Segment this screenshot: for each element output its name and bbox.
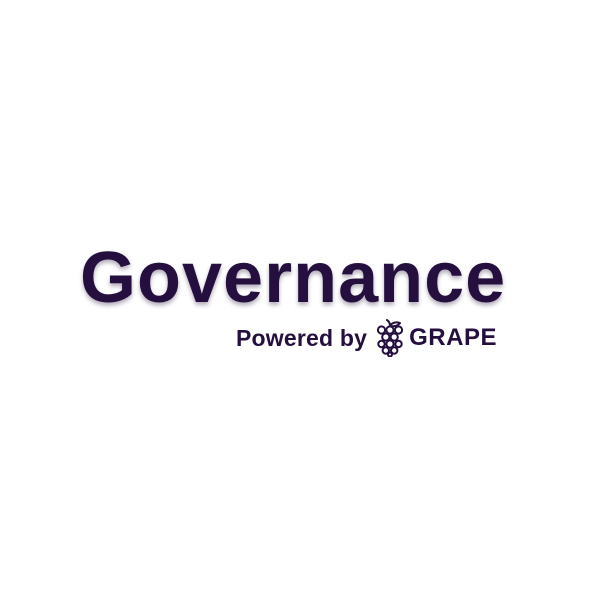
powered-by-line: Powered by GRAPE [236,318,497,358]
logo-title: Governance [80,238,507,318]
powered-by-label: Powered by [236,324,368,351]
brand-name: GRAPE [409,324,497,351]
grape-icon [377,319,404,357]
